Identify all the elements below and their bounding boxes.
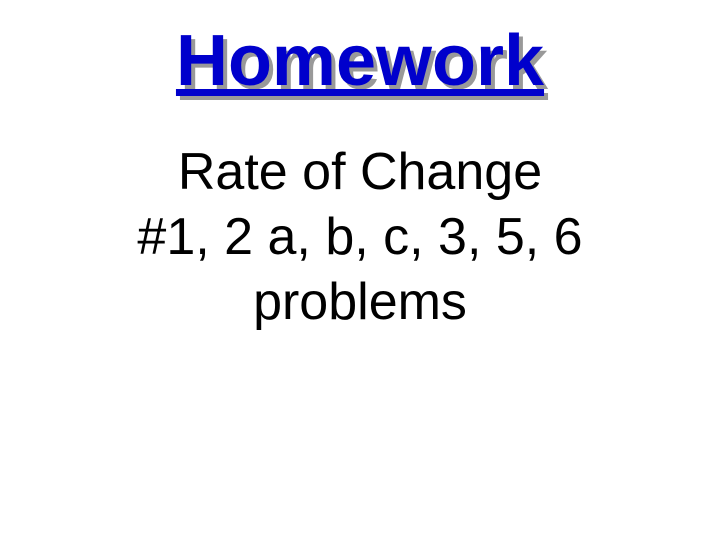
slide-title-container: Homework Homework — [0, 20, 720, 102]
body-line-1: Rate of Change — [40, 140, 680, 205]
body-line-3: problems — [40, 270, 680, 335]
slide-body: Rate of Change #1, 2 a, b, c, 3, 5, 6 pr… — [0, 140, 720, 335]
body-line-2: #1, 2 a, b, c, 3, 5, 6 — [40, 205, 680, 270]
slide-title: Homework — [0, 20, 720, 102]
